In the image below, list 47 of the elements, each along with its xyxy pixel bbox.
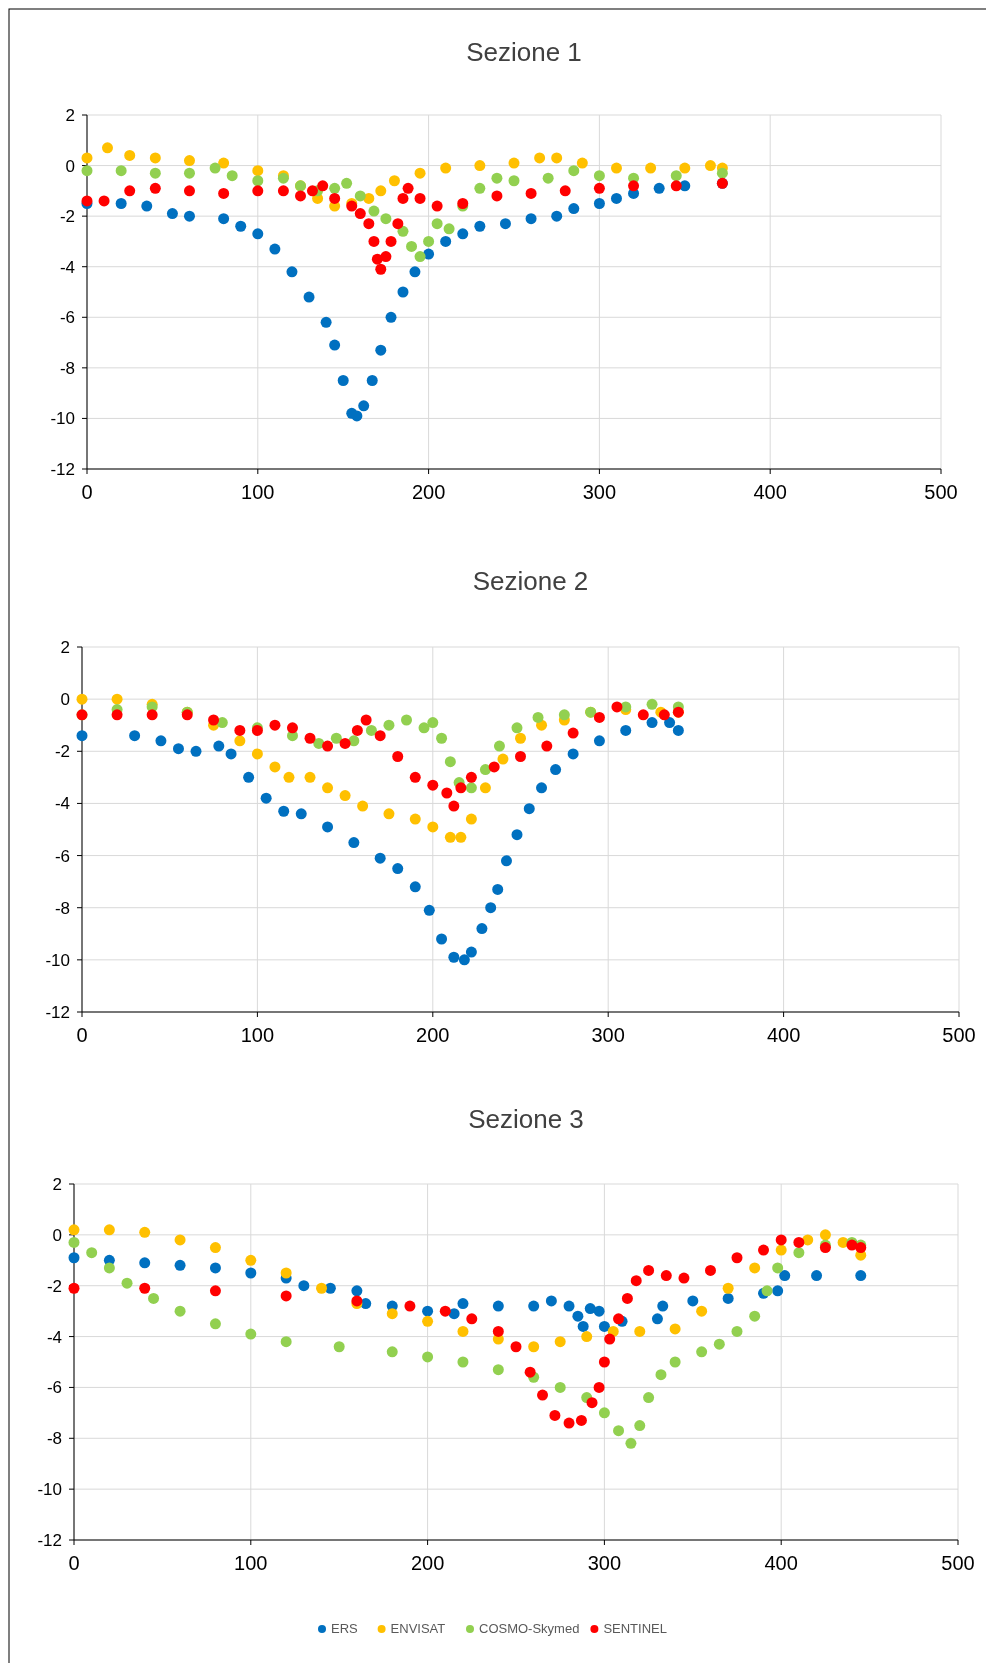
y-tick-label: -10	[45, 950, 70, 970]
x-tick-label: 100	[240, 1024, 275, 1046]
x-tick-label: 300	[591, 1024, 625, 1046]
x-tick-label: 100	[241, 481, 275, 503]
y-tick-label: -6	[59, 308, 75, 328]
y-tick-label: -2	[54, 742, 70, 762]
x-tick-label: 0	[81, 481, 93, 503]
x-tick-label: 200	[410, 1552, 445, 1574]
x-tick-label: 100	[234, 1552, 268, 1574]
chart-title: Sezione 3	[468, 1104, 584, 1134]
x-tick-label: 500	[941, 1552, 975, 1574]
y-tick-label: 2	[52, 1175, 62, 1194]
x-tick-label: 400	[764, 1552, 798, 1574]
y-tick-label: 0	[65, 156, 75, 176]
y-tick-label: -8	[54, 898, 70, 918]
y-tick-label: -12	[37, 1531, 62, 1550]
legend-label: SENTINEL	[603, 1621, 667, 1636]
x-tick-label: 200	[411, 481, 446, 503]
x-tick-label: 300	[587, 1552, 622, 1574]
y-tick-label: -4	[46, 1327, 62, 1347]
chart-title: Sezione 2	[472, 566, 589, 596]
legend-label: COSMO-Skymed	[479, 1621, 580, 1636]
x-tick-label: 400	[753, 481, 787, 503]
y-tick-label: 0	[60, 690, 70, 710]
y-tick-label: -10	[37, 1480, 62, 1500]
y-tick-label: 0	[52, 1225, 62, 1245]
chart-title: Sezione 1	[466, 37, 582, 67]
y-tick-label: 2	[65, 106, 75, 125]
y-tick-label: -6	[54, 846, 70, 866]
y-tick-label: -6	[46, 1378, 62, 1398]
x-tick-label: 500	[942, 1024, 976, 1046]
y-tick-label: -4	[54, 794, 70, 814]
y-tick-label: -8	[59, 358, 75, 378]
y-tick-label: -2	[59, 207, 75, 227]
x-tick-label: 300	[582, 481, 617, 503]
legend-label: ENVISAT	[390, 1621, 446, 1636]
legend-label: ERS	[331, 1621, 359, 1636]
y-tick-label: -2	[46, 1276, 62, 1296]
x-tick-label: 200	[416, 1024, 450, 1046]
y-tick-label: 2	[60, 638, 70, 657]
y-tick-label: -8	[46, 1429, 62, 1449]
y-tick-label: -12	[50, 460, 75, 479]
x-tick-label: 500	[924, 481, 958, 503]
y-tick-label: -12	[45, 1003, 70, 1022]
y-tick-label: -4	[59, 257, 75, 277]
x-tick-label: 400	[766, 1024, 801, 1046]
y-tick-label: -10	[50, 409, 75, 429]
